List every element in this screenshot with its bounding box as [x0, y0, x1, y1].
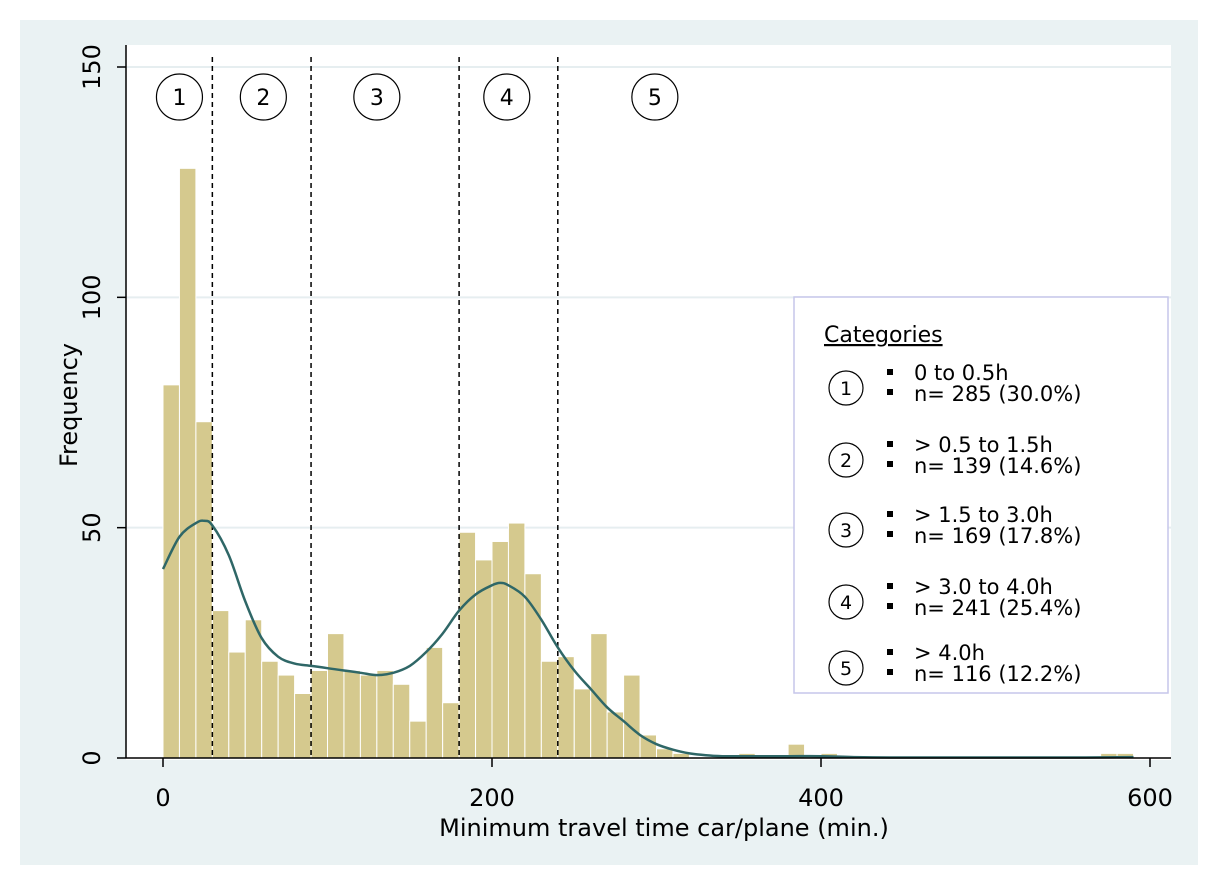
x-axis-label: Minimum travel time car/plane (min.) [439, 814, 889, 842]
legend-bullet [887, 649, 893, 655]
legend-item-count: n= 285 (30.0%) [914, 382, 1081, 406]
histogram-bar [590, 633, 608, 759]
legend-bullet [887, 669, 893, 675]
legend-box [793, 296, 1169, 694]
y-tick-label: 100 [78, 274, 106, 320]
legend-bullet [887, 511, 893, 517]
y-tick-label: 150 [78, 44, 106, 90]
histogram-bar [310, 669, 328, 759]
legend-title: Categories [824, 323, 943, 348]
legend-bullet [887, 603, 893, 609]
legend-item-range: > 1.5 to 3.0h [914, 503, 1053, 527]
x-tick-label: 200 [469, 784, 515, 812]
zone-marker-circle [353, 73, 401, 121]
zone-marker-circle [483, 73, 531, 121]
axes: 0 50 100 150 0 200 400 600 [78, 44, 1173, 812]
legend-item-number: 3 [840, 520, 852, 542]
histogram-bar [211, 610, 230, 759]
zone-marker-circle [631, 73, 679, 121]
legend-item-circle [828, 370, 864, 406]
legend-item-number: 2 [840, 450, 852, 472]
legend-item-range: > 0.5 to 1.5h [914, 433, 1053, 457]
histogram-bar [573, 688, 592, 759]
histogram-bar [425, 646, 444, 759]
histogram-bar [409, 720, 427, 759]
histogram-bar [540, 660, 559, 759]
histogram-bar [162, 384, 180, 759]
legend-item-range: 0 to 0.5h [914, 361, 1009, 385]
x-tick-label: 400 [798, 784, 844, 812]
histogram-bar [359, 674, 378, 759]
legend-item-circle [828, 442, 864, 478]
histogram-bar [228, 651, 246, 759]
legend-item-range: > 4.0h [914, 641, 985, 665]
zone-marker-circle [155, 73, 204, 121]
legend-item-number: 1 [840, 378, 852, 400]
histogram-bar [507, 522, 526, 759]
legend-bullet [887, 583, 893, 589]
legend-bullet [887, 389, 893, 395]
legend-item-circle [828, 512, 864, 548]
histogram-bar [261, 660, 279, 759]
histogram-bar [639, 734, 657, 759]
legend-item-circle [828, 584, 864, 620]
histogram-bar [557, 656, 575, 759]
zone-marker-label: 4 [500, 86, 514, 111]
legend-item-count: n= 116 (12.2%) [914, 662, 1081, 686]
legend-bullet [887, 441, 893, 447]
bars [162, 167, 1135, 759]
zone-marker-label: 3 [370, 86, 384, 111]
histogram-bar [442, 702, 460, 759]
y-tick-label: 0 [78, 750, 106, 765]
x-tick-label: 600 [1127, 784, 1173, 812]
histogram-bar [327, 633, 345, 759]
histogram-bar [277, 674, 296, 759]
histogram-bar [195, 421, 213, 759]
legend-item-count: n= 139 (14.6%) [914, 454, 1081, 478]
legend-bullet [887, 369, 893, 375]
zone-marker-circle [239, 73, 287, 121]
legend: Categories 1 0 to 0.5hn= 285 (30.0%) 2 > 0.5… [793, 296, 1169, 694]
histogram-bar [623, 674, 641, 759]
zone-markers: 1 2 3 4 5 [155, 73, 679, 121]
legend-item-count: n= 241 (25.4%) [914, 596, 1081, 620]
legend-bullet [887, 531, 893, 537]
histogram-bar [178, 167, 197, 759]
histogram-bar [491, 540, 509, 759]
histogram-bar [294, 693, 312, 759]
legend-item-circle [828, 650, 864, 686]
y-tick-label: 50 [78, 512, 106, 543]
legend-item-number: 4 [840, 592, 852, 614]
x-tick-label: 0 [155, 784, 170, 812]
density-curve [161, 519, 1134, 759]
histogram-bar [376, 669, 394, 759]
histogram-bar [392, 683, 411, 759]
histogram-bar [343, 669, 361, 759]
y-axis-label: Frequency [55, 343, 83, 467]
histogram-bar [458, 531, 477, 759]
zone-marker-label: 2 [256, 86, 270, 111]
histogram-bar [244, 619, 263, 759]
zone-marker-label: 5 [648, 86, 662, 111]
zone-marker-label: 1 [172, 86, 186, 111]
legend-item-range: > 3.0 to 4.0h [914, 575, 1053, 599]
legend-item-number: 5 [840, 658, 852, 680]
legend-item-count: n= 169 (17.8%) [914, 524, 1081, 548]
legend-bullet [887, 461, 893, 467]
